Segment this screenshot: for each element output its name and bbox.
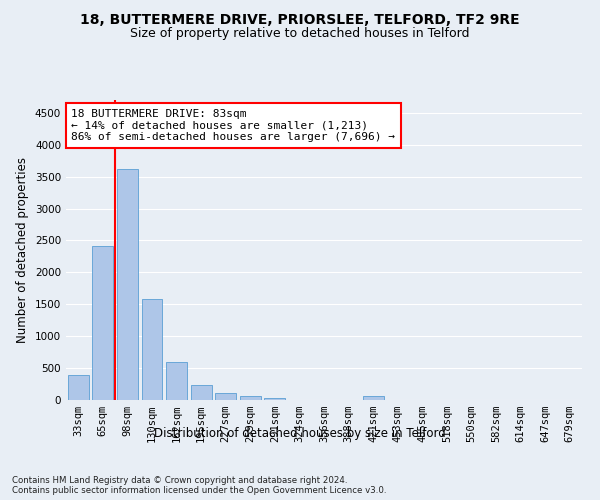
Bar: [240, 396, 261, 400]
Bar: [142, 299, 163, 400]
Text: 18, BUTTERMERE DRIVE, PRIORSLEE, TELFORD, TF2 9RE: 18, BUTTERMERE DRIVE, PRIORSLEE, TELFORD…: [80, 12, 520, 26]
Bar: [265, 398, 286, 400]
Text: Size of property relative to detached houses in Telford: Size of property relative to detached ho…: [130, 28, 470, 40]
Bar: [191, 384, 212, 400]
Bar: [92, 246, 113, 400]
Bar: [362, 396, 383, 400]
Bar: [68, 375, 89, 400]
Bar: [166, 362, 187, 400]
Bar: [215, 394, 236, 400]
Text: Distribution of detached houses by size in Telford: Distribution of detached houses by size …: [154, 428, 446, 440]
Y-axis label: Number of detached properties: Number of detached properties: [16, 157, 29, 343]
Bar: [117, 169, 138, 400]
Text: 18 BUTTERMERE DRIVE: 83sqm
← 14% of detached houses are smaller (1,213)
86% of s: 18 BUTTERMERE DRIVE: 83sqm ← 14% of deta…: [71, 109, 395, 142]
Text: Contains HM Land Registry data © Crown copyright and database right 2024.
Contai: Contains HM Land Registry data © Crown c…: [12, 476, 386, 495]
